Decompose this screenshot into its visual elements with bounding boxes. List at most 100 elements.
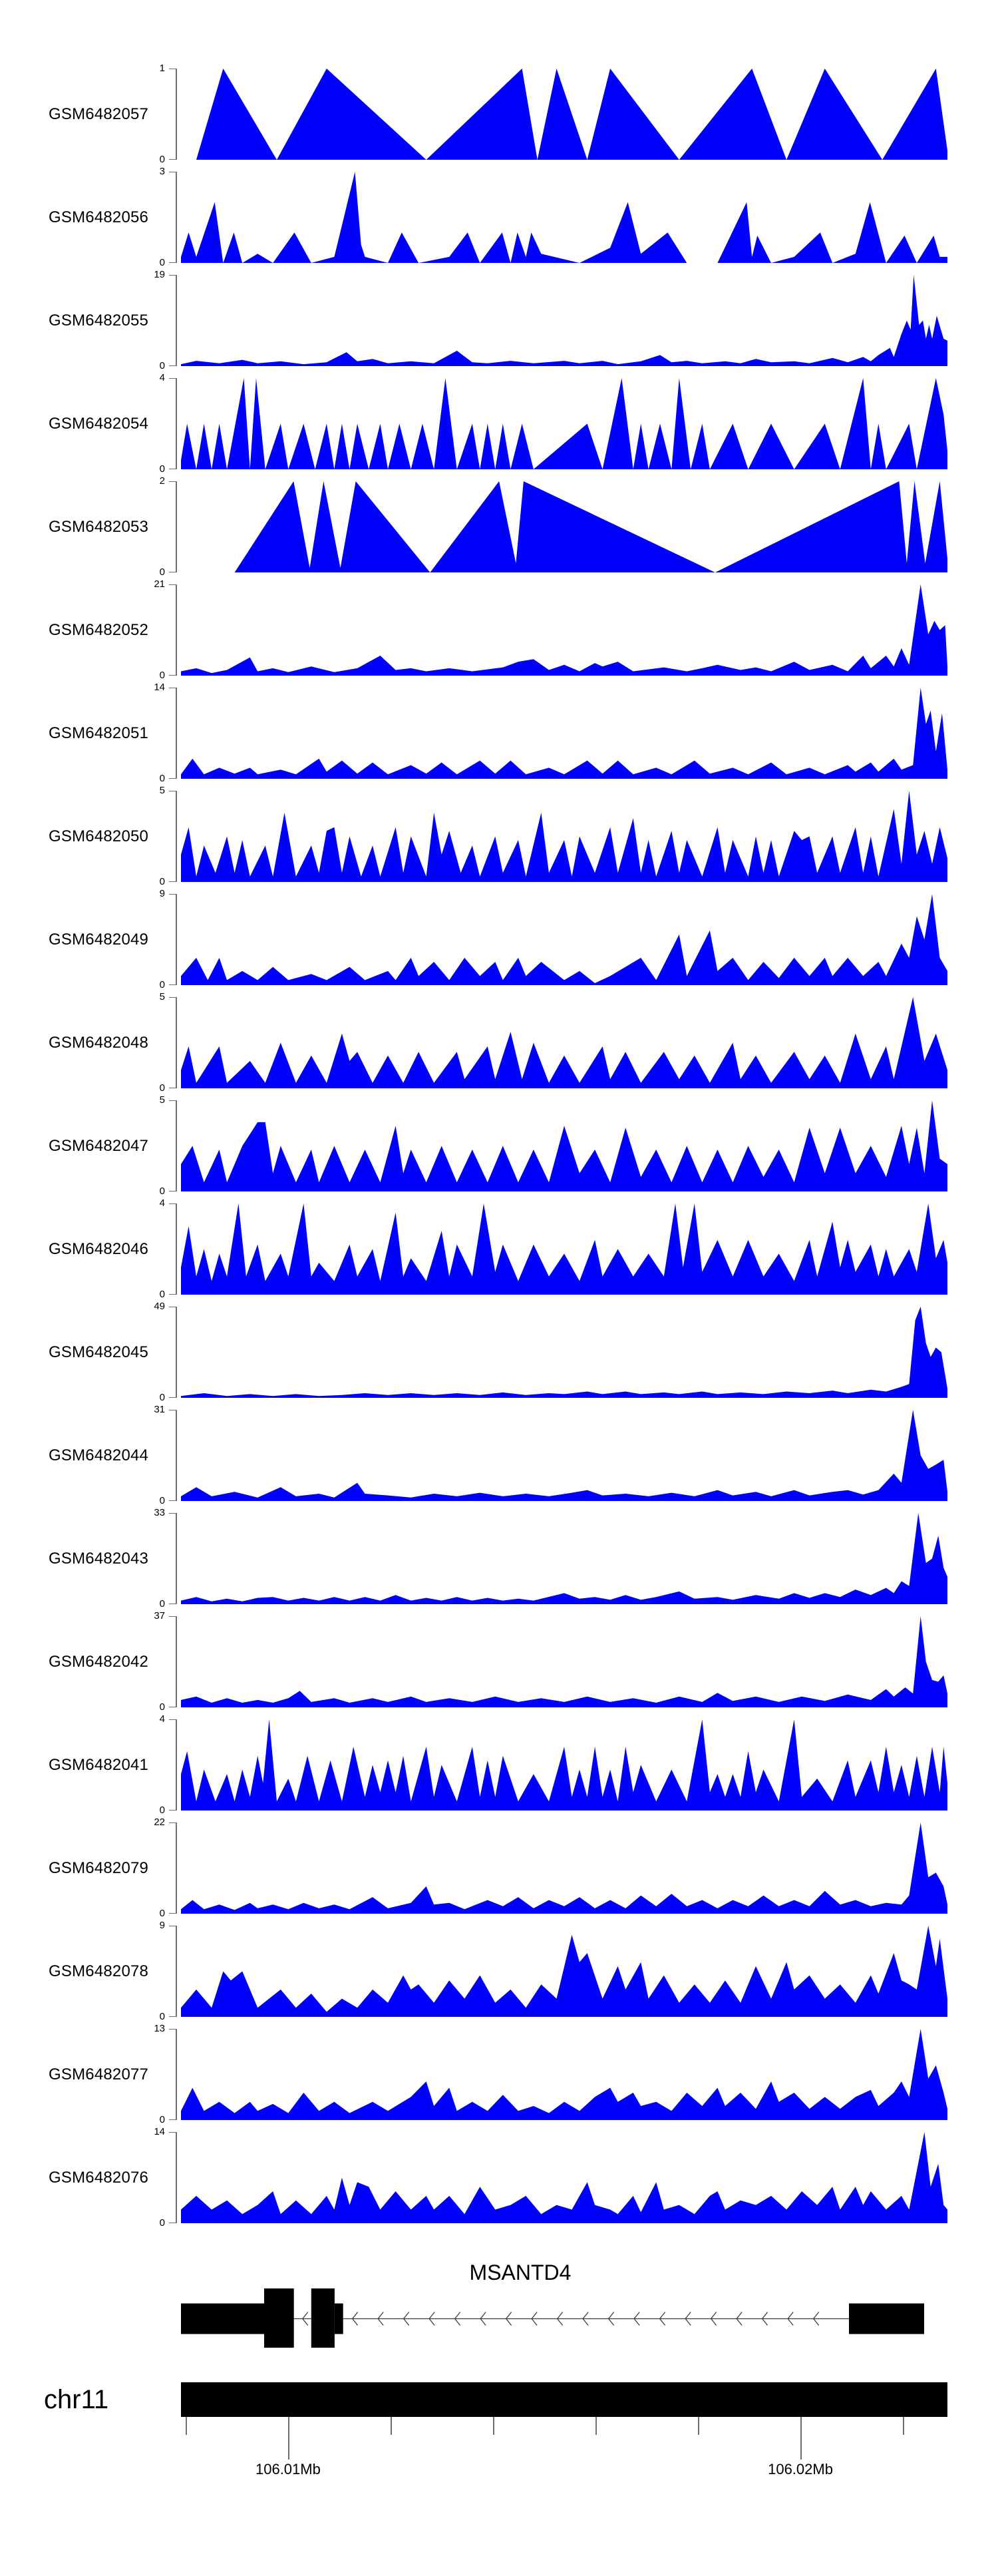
y-axis-min-label: 0 bbox=[159, 2217, 165, 2229]
track-sample-label: GSM6482056 bbox=[49, 208, 149, 226]
y-axis-max-label: 19 bbox=[154, 269, 165, 280]
coverage-area-plot bbox=[181, 172, 947, 263]
track-sample-label: GSM6482078 bbox=[49, 1962, 149, 1980]
strand-direction-arrow-icon bbox=[812, 2312, 820, 2326]
y-axis-min-label: 0 bbox=[159, 979, 165, 990]
track-sample-label: GSM6482052 bbox=[49, 620, 149, 639]
coverage-area-plot bbox=[181, 894, 947, 985]
y-axis-max-label: 4 bbox=[159, 372, 165, 383]
coverage-polygon bbox=[181, 1203, 947, 1295]
coverage-area-plot bbox=[181, 1823, 947, 1914]
coverage-track-row: GSM6482076 14 0 bbox=[0, 2126, 998, 2229]
coverage-track-row: GSM6482057 1 0 bbox=[0, 63, 998, 165]
coverage-polygon bbox=[181, 481, 947, 572]
axis-tick bbox=[186, 2417, 188, 2435]
y-axis-max-label: 14 bbox=[154, 682, 165, 693]
y-axis-max-label: 9 bbox=[159, 1920, 165, 1931]
coverage-polygon bbox=[181, 1513, 947, 1604]
y-axis-bracket bbox=[169, 584, 177, 676]
track-sample-label: GSM6482054 bbox=[49, 414, 149, 433]
strand-direction-arrow-icon bbox=[582, 2312, 589, 2326]
coverage-polygon bbox=[181, 1926, 947, 2017]
strand-direction-arrow-icon bbox=[633, 2312, 640, 2326]
coverage-track-row: GSM6482078 9 0 bbox=[0, 1920, 998, 2022]
track-sample-label: GSM6482044 bbox=[49, 1446, 149, 1464]
coverage-track-row: GSM6482055 19 0 bbox=[0, 269, 998, 371]
y-axis-max-label: 14 bbox=[154, 2126, 165, 2137]
y-axis-max-label: 1 bbox=[159, 63, 165, 74]
coverage-polygon bbox=[181, 172, 947, 263]
axis-tick-label: 106.02Mb bbox=[768, 2461, 833, 2477]
coverage-polygon bbox=[181, 894, 947, 985]
coverage-polygon bbox=[181, 1823, 947, 1914]
coverage-track-row: GSM6482051 14 0 bbox=[0, 682, 998, 784]
coverage-area-plot bbox=[181, 997, 947, 1088]
coverage-track-row: GSM6482049 9 0 bbox=[0, 888, 998, 990]
strand-direction-arrow-icon bbox=[480, 2312, 486, 2326]
coverage-track-row: GSM6482050 5 0 bbox=[0, 785, 998, 887]
y-axis-bracket bbox=[169, 378, 177, 469]
y-axis-max-label: 21 bbox=[154, 578, 165, 590]
coverage-track-row: GSM6482043 33 0 bbox=[0, 1507, 998, 1610]
coverage-polygon bbox=[181, 688, 947, 779]
axis-tick bbox=[595, 2417, 597, 2435]
track-sample-label: GSM6482077 bbox=[49, 2065, 149, 2083]
y-axis-bracket bbox=[169, 894, 177, 985]
y-axis-bracket bbox=[169, 1823, 177, 1914]
y-axis-bracket bbox=[169, 1926, 177, 2017]
coverage-track-row: GSM6482052 21 0 bbox=[0, 578, 998, 681]
coverage-track-row: GSM6482041 4 0 bbox=[0, 1713, 998, 1816]
y-axis-min-label: 0 bbox=[159, 2114, 165, 2125]
y-axis-max-label: 2 bbox=[159, 475, 165, 487]
strand-direction-arrow-icon bbox=[607, 2312, 615, 2326]
coverage-track-row: GSM6482046 4 0 bbox=[0, 1197, 998, 1300]
y-axis-bracket bbox=[169, 1616, 177, 1707]
chromosome-label: chr11 bbox=[44, 2385, 109, 2414]
y-axis-min-label: 0 bbox=[159, 670, 165, 681]
coverage-track-row: GSM6482042 37 0 bbox=[0, 1610, 998, 1713]
y-axis-max-label: 31 bbox=[154, 1404, 165, 1415]
y-axis-bracket bbox=[169, 1203, 177, 1295]
track-sample-label: GSM6482041 bbox=[49, 1755, 149, 1774]
y-axis-min-label: 0 bbox=[159, 1701, 165, 1713]
coverage-area-plot bbox=[181, 1307, 947, 1398]
y-axis-bracket bbox=[169, 791, 177, 882]
track-sample-label: GSM6482055 bbox=[49, 311, 149, 329]
coverage-area-plot bbox=[181, 2132, 947, 2223]
coverage-track-row: GSM6482079 22 0 bbox=[0, 1817, 998, 1919]
coverage-area-plot bbox=[181, 275, 947, 366]
coverage-track-row: GSM6482056 3 0 bbox=[0, 166, 998, 268]
coverage-polygon bbox=[181, 69, 947, 160]
y-axis-bracket bbox=[169, 1719, 177, 1811]
y-axis-bracket bbox=[169, 275, 177, 366]
axis-tick bbox=[800, 2417, 802, 2460]
track-sample-label: GSM6482050 bbox=[49, 827, 149, 845]
y-axis-max-label: 4 bbox=[159, 1713, 165, 1725]
track-sample-label: GSM6482053 bbox=[49, 517, 149, 536]
coverage-area-plot bbox=[181, 688, 947, 779]
y-axis-min-label: 0 bbox=[159, 1082, 165, 1094]
y-axis-min-label: 0 bbox=[159, 154, 165, 165]
chromosome-ideogram-bar bbox=[181, 2382, 947, 2417]
strand-direction-arrow-icon bbox=[685, 2312, 691, 2326]
track-sample-label: GSM6482057 bbox=[49, 105, 149, 123]
coverage-area-plot bbox=[181, 69, 947, 160]
axis-tick bbox=[287, 2417, 289, 2460]
y-axis-max-label: 5 bbox=[159, 1094, 165, 1106]
coverage-polygon bbox=[181, 275, 947, 366]
coverage-area-plot bbox=[181, 1926, 947, 2017]
coverage-polygon bbox=[181, 1410, 947, 1501]
y-axis-max-label: 4 bbox=[159, 1197, 165, 1209]
y-axis-min-label: 0 bbox=[159, 257, 165, 268]
track-sample-label: GSM6482048 bbox=[49, 1033, 149, 1052]
y-axis-min-label: 0 bbox=[159, 1908, 165, 1919]
y-axis-max-label: 13 bbox=[154, 2023, 165, 2034]
y-axis-max-label: 33 bbox=[154, 1507, 165, 1518]
y-axis-min-label: 0 bbox=[159, 463, 165, 475]
y-axis-min-label: 0 bbox=[159, 2011, 165, 2022]
y-axis-min-label: 0 bbox=[159, 876, 165, 887]
y-axis-min-label: 0 bbox=[159, 1598, 165, 1610]
y-axis-bracket bbox=[169, 997, 177, 1088]
strand-direction-arrow-icon bbox=[428, 2312, 435, 2326]
y-axis-bracket bbox=[169, 172, 177, 263]
